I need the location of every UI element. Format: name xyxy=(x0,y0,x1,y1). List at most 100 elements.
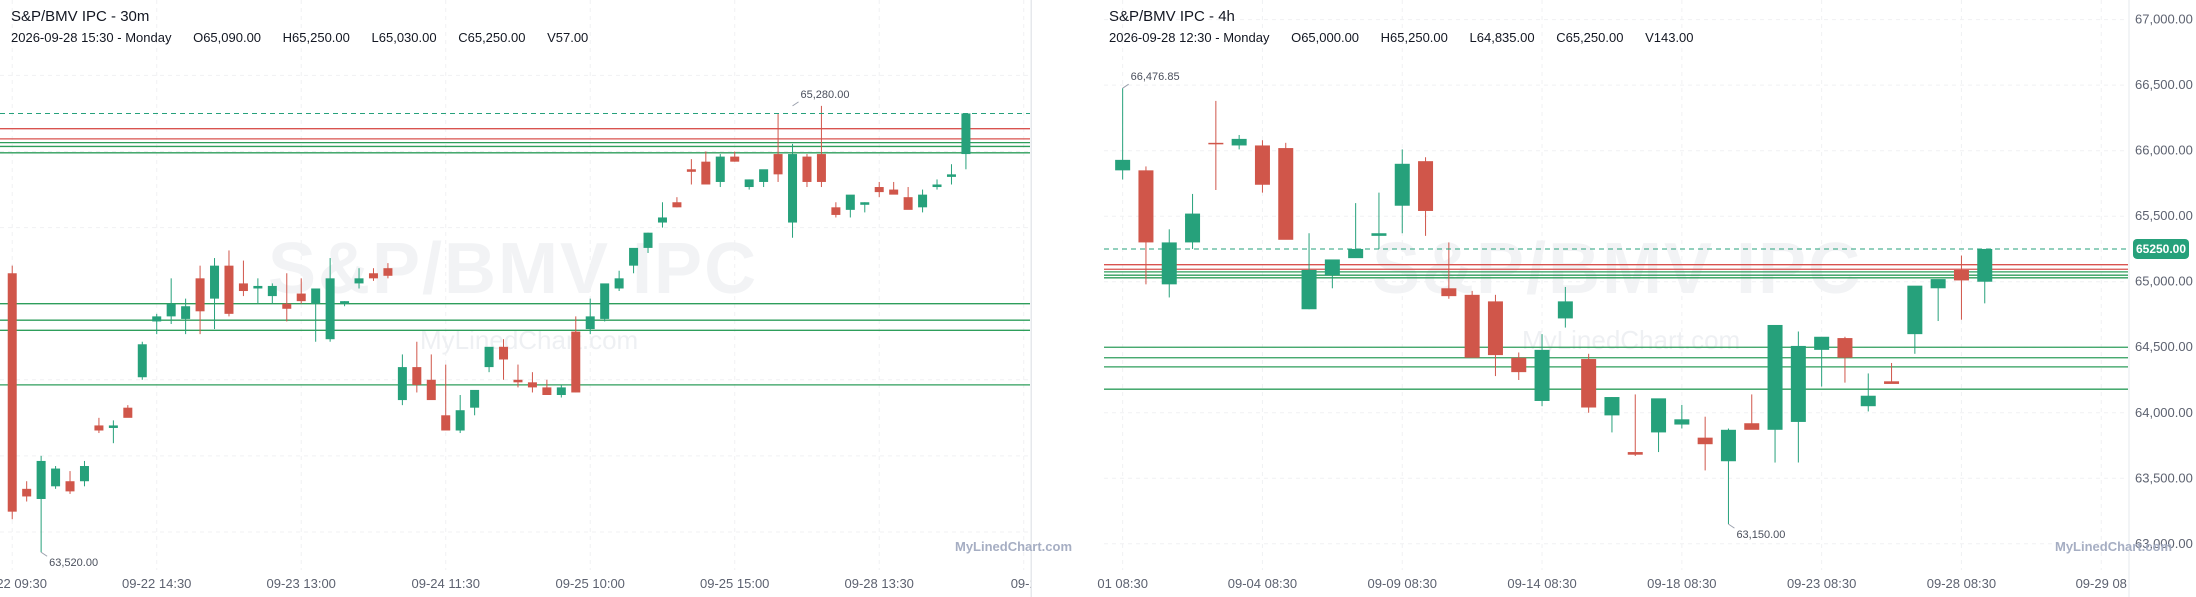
candle-body xyxy=(918,194,928,208)
chart-title: S&P/BMV IPC - 4h xyxy=(1109,8,1235,25)
candle-body xyxy=(1814,336,1830,350)
candle-body xyxy=(1115,159,1131,171)
candle-body xyxy=(455,410,465,431)
y-tick-label: 66,500.00 xyxy=(2135,77,2193,92)
candle-body xyxy=(267,285,277,297)
candle-body xyxy=(1860,395,1876,407)
y-tick-label: 66,000.00 xyxy=(2135,143,2193,158)
candle-body xyxy=(1557,301,1573,319)
info-low: L64,835.00 xyxy=(1469,30,1535,45)
candle-body xyxy=(845,194,855,210)
candle-body xyxy=(860,202,870,205)
candle-body xyxy=(137,344,147,378)
candle-body xyxy=(1651,398,1667,433)
candle-body xyxy=(629,247,639,266)
y-tick-label: 63,500.00 xyxy=(2135,470,2193,485)
chart-panel-30m[interactable]: S&P/BMV IPC MyLinedChart.com 63,600.0063… xyxy=(0,0,1072,597)
candle-body xyxy=(657,217,667,223)
candle-body xyxy=(715,156,725,182)
last-price-label: 65250.00 xyxy=(2136,242,2186,256)
candle-body xyxy=(1953,269,1969,281)
candle-body xyxy=(773,154,783,175)
candle-body xyxy=(108,425,118,428)
x-tick-label: 09-23 08:30 xyxy=(1787,576,1856,591)
chart-canvas-30m[interactable]: 63,600.0063,900.0064,200.0064,500.0064,8… xyxy=(0,0,1031,597)
candle-body xyxy=(166,303,176,317)
candle-body xyxy=(946,174,956,177)
y-tick-label: 63,000.00 xyxy=(2135,536,2193,551)
candle-body xyxy=(253,285,263,289)
x-tick-label: 09-25 15:00 xyxy=(700,576,769,591)
brand-label: MyLinedChart.com xyxy=(955,539,1073,554)
candle-body xyxy=(499,346,509,360)
x-tick-label: 09-22 09:30 xyxy=(0,576,47,591)
candle-body xyxy=(1185,213,1201,243)
info-high: H65,250.00 xyxy=(1380,30,1448,45)
candle-body xyxy=(788,154,798,223)
candle-body xyxy=(1720,429,1736,462)
annotation-leader xyxy=(1122,83,1129,89)
candle-body xyxy=(195,278,205,312)
candle-body xyxy=(932,184,942,188)
candle-body xyxy=(903,197,913,210)
candle-body xyxy=(816,154,826,182)
candle-body xyxy=(1697,437,1713,445)
x-tick-label: 01 08:30 xyxy=(1097,576,1148,591)
chart-title: S&P/BMV IPC - 30m xyxy=(11,8,150,25)
candle-body xyxy=(1907,285,1923,335)
candle-body xyxy=(1278,148,1294,240)
info-high: H65,250.00 xyxy=(282,30,350,45)
candle-body xyxy=(152,316,162,322)
candle-body xyxy=(1254,145,1270,185)
candle-body xyxy=(282,303,292,309)
annotation-label: 66,476.85 xyxy=(1131,71,1180,83)
candle-body xyxy=(1837,338,1853,358)
candle-body xyxy=(1674,419,1690,425)
candle-body xyxy=(1161,242,1177,285)
candle-body xyxy=(354,278,364,284)
candle-body xyxy=(585,316,595,330)
candle-body xyxy=(614,278,624,289)
y-tick-label: 65,000.00 xyxy=(2135,274,2193,289)
x-tick-label: 09-09 08:30 xyxy=(1368,576,1437,591)
candle-body xyxy=(1138,170,1154,243)
candle-body xyxy=(340,301,350,304)
candle-body xyxy=(1418,161,1434,211)
candle-body xyxy=(1627,452,1643,455)
candle-body xyxy=(441,415,451,431)
info-close: C65,250.00 xyxy=(1556,30,1624,45)
candle-body xyxy=(311,288,321,304)
chart-panel-4h[interactable]: S&P/BMV IPC MyLinedChart.com 63,000.00 63… xyxy=(1032,0,2196,597)
candle-body xyxy=(744,179,754,188)
ohlc-info: 2026-09-28 12:30 - Monday O65,000.00 H65… xyxy=(1109,30,1712,45)
x-tick-label: 09-23 13:00 xyxy=(267,576,336,591)
panel-divider xyxy=(1031,0,1032,597)
candle-body xyxy=(94,425,104,431)
annotation-label: 65,280.00 xyxy=(801,89,850,101)
x-tick-label: 09-04 08:30 xyxy=(1228,576,1297,591)
x-tick-label: 09-22 14:30 xyxy=(122,576,191,591)
candle-body xyxy=(802,156,812,182)
y-tick-label: 67,000.00 xyxy=(2135,12,2193,27)
brand-label: MyLinedChart.com xyxy=(2055,539,2173,554)
candle-body xyxy=(701,161,711,185)
x-tick-label: 09-28 08:30 xyxy=(1927,576,1996,591)
candle-body xyxy=(1581,359,1597,408)
candle-body xyxy=(51,468,61,487)
info-datetime: 2026-09-28 15:30 - Monday xyxy=(11,30,172,45)
last-price-badge xyxy=(2133,238,2189,259)
candle-body xyxy=(1511,357,1527,373)
candle-body xyxy=(1790,345,1806,422)
candle-body xyxy=(730,156,740,162)
candle-body xyxy=(1977,248,1993,282)
x-tick-label: 09-28 13:30 xyxy=(845,576,914,591)
candle-body xyxy=(368,273,378,279)
chart-canvas-4h[interactable]: 63,000.00 63,500.00 64,000.00 64,500.00 65,0… xyxy=(1032,0,2196,597)
annotation-leader xyxy=(40,551,48,557)
candle-body xyxy=(1441,288,1457,297)
candle-body xyxy=(1231,138,1247,146)
candle-body xyxy=(513,379,523,383)
annotation-label: 63,150.00 xyxy=(1736,529,1785,541)
info-close: C65,250.00 xyxy=(458,30,526,45)
y-tick-label: 65,500.00 xyxy=(2135,208,2193,223)
